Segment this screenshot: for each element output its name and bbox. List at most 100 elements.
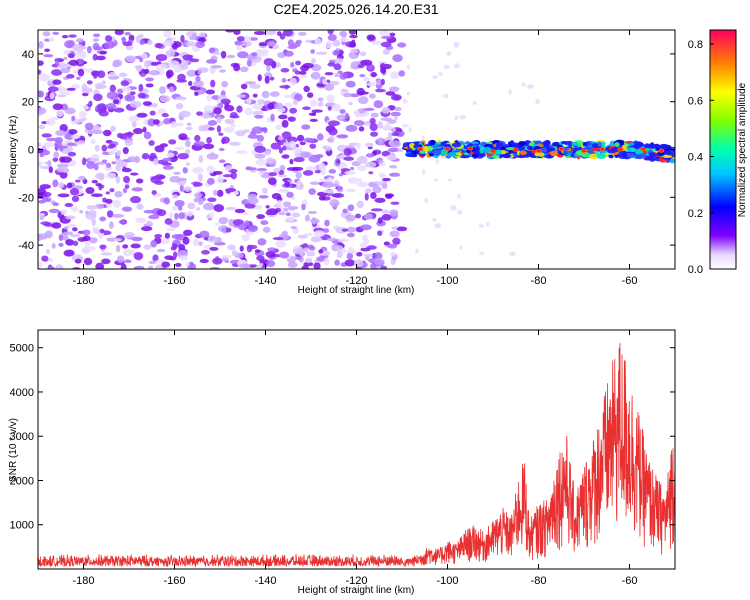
noise-blob	[70, 233, 81, 238]
noise-blob	[366, 81, 377, 87]
noise-blob	[49, 92, 55, 100]
noise-blob	[191, 33, 197, 38]
noise-blob	[88, 100, 93, 107]
noise-blob	[66, 87, 76, 91]
noise-blob	[303, 247, 309, 253]
noise-blob	[58, 234, 64, 242]
noise-blob	[66, 182, 73, 189]
noise-blob	[203, 202, 215, 211]
noise-blob	[313, 230, 325, 237]
signal-blob	[539, 147, 548, 153]
noise-blob	[45, 248, 51, 255]
noise-blob	[58, 182, 65, 189]
noise-blob	[130, 243, 141, 249]
noise-blob	[237, 223, 248, 231]
noise-blob	[261, 90, 270, 99]
noise-blob	[122, 147, 129, 155]
noise-blob	[278, 136, 284, 141]
noise-blob	[347, 246, 354, 254]
noise-blob	[165, 152, 175, 158]
noise-blob	[297, 134, 305, 142]
noise-blob	[391, 132, 400, 137]
noise-blob	[163, 118, 171, 125]
noise-blob	[159, 143, 168, 148]
noise-blob	[38, 90, 43, 98]
colorbar-label: Normalized spectral amplitude	[737, 82, 748, 217]
noise-blob	[124, 184, 130, 189]
signal-blob	[473, 150, 480, 155]
noise-blob	[140, 53, 148, 60]
noise-blob	[225, 207, 237, 211]
noise-blob	[164, 255, 174, 260]
noise-blob	[90, 193, 103, 198]
noise-blob	[209, 246, 219, 251]
noise-blob	[38, 73, 51, 82]
noise-blob	[138, 83, 144, 92]
y-tick-label: -20	[18, 192, 34, 204]
noise-blob	[106, 91, 119, 100]
noise-blob	[43, 191, 52, 198]
noise-blob	[230, 123, 236, 128]
noise-blob	[453, 63, 460, 69]
noise-blob	[224, 187, 237, 193]
signal-blob	[451, 142, 462, 148]
noise-blob	[334, 73, 339, 78]
noise-blob	[205, 89, 216, 95]
noise-blob	[206, 165, 215, 174]
noise-blob	[320, 167, 326, 176]
noise-blob	[241, 234, 250, 242]
noise-blob	[275, 124, 282, 131]
noise-blob	[196, 111, 204, 116]
noise-blob	[242, 211, 249, 216]
noise-blob	[48, 166, 53, 174]
noise-blob	[379, 30, 391, 37]
noise-blob	[383, 241, 390, 246]
noise-blob	[151, 190, 157, 195]
noise-blob	[70, 134, 81, 139]
noise-blob	[192, 167, 204, 174]
noise-blob	[327, 30, 334, 35]
noise-blob	[86, 45, 92, 54]
signal-blob	[636, 142, 645, 147]
noise-blob	[387, 147, 400, 152]
colorbar: 0.0 0.2 0.4 0.6 0.8 Normalized spectral ampl…	[688, 29, 748, 276]
noise-blob	[254, 114, 264, 119]
signal-peak-core	[659, 149, 663, 152]
colorbar-tick-label: 0.0	[688, 264, 703, 276]
noise-blob	[387, 243, 398, 249]
noise-blob	[360, 59, 373, 66]
noise-blob	[160, 237, 170, 245]
noise-blob	[136, 203, 144, 211]
noise-blob	[69, 188, 80, 196]
noise-blob	[66, 74, 75, 79]
noise-blob	[168, 60, 180, 69]
noise-blob	[142, 101, 152, 106]
noise-blob	[139, 57, 144, 63]
spectrogram-y-ticks: -40 -20 0 20 40	[18, 49, 675, 252]
noise-blob	[293, 156, 305, 163]
noise-blob	[299, 70, 307, 75]
noise-blob	[375, 88, 384, 93]
noise-blob	[244, 81, 257, 85]
noise-blob	[64, 202, 74, 208]
noise-blob	[206, 214, 211, 220]
noise-blob	[162, 157, 173, 162]
noise-blob	[183, 229, 193, 236]
noise-blob	[185, 262, 190, 267]
noise-blob	[262, 226, 271, 233]
noise-blob	[136, 112, 148, 118]
x-tick-label: -60	[622, 575, 638, 587]
noise-blob	[201, 249, 210, 255]
noise-blob	[257, 99, 266, 105]
noise-blob	[248, 37, 259, 41]
noise-blob	[335, 226, 347, 234]
noise-blob	[177, 152, 189, 160]
noise-blob	[93, 33, 101, 38]
noise-blob	[296, 180, 302, 188]
noise-blob	[130, 248, 136, 255]
noise-blob	[135, 35, 141, 44]
noise-blob	[221, 255, 232, 259]
noise-blob	[131, 236, 143, 242]
signal-peak-core	[514, 148, 518, 151]
noise-blob	[415, 248, 419, 254]
